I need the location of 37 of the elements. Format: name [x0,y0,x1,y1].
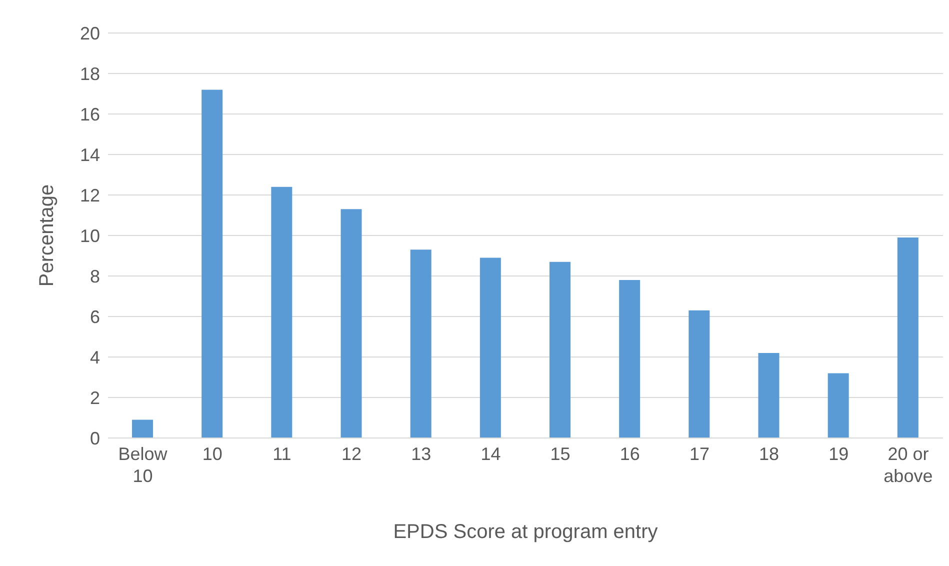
x-tick-label: 13 [411,444,432,464]
bar [202,90,223,438]
x-axis-title: EPDS Score at program entry [393,521,658,543]
x-tick-label: 14 [480,444,501,464]
y-tick-label: 0 [90,428,100,448]
bar [410,250,432,438]
x-tick-label: 15 [550,444,570,464]
bar [758,352,780,438]
y-tick-label: 14 [80,144,100,165]
y-tick-label: 4 [90,347,100,368]
x-tick-label: Below 10 [118,444,168,486]
x-tick-label: 10 [202,444,222,464]
y-tick-label: 12 [80,185,100,206]
bar [619,280,640,438]
bar [480,258,501,438]
bar [340,209,362,438]
y-tick-label: 18 [80,64,100,84]
y-tick-label: 6 [90,306,100,327]
y-tick-label: 20 [80,23,100,44]
x-tick-label: 18 [759,444,780,464]
bar [688,310,710,438]
bar [550,262,570,438]
y-tick-label: 10 [80,226,100,246]
y-axis-title: Percentage [36,184,58,287]
x-tick-label: 11 [272,444,292,464]
bar [897,238,918,438]
x-tick-label: 20 or above [884,444,933,486]
y-tick-label: 2 [90,388,100,408]
x-tick-label: 19 [828,444,849,464]
bar [271,186,292,438]
y-tick-label: 16 [80,104,100,124]
x-tick-label: 17 [689,444,710,464]
y-tick-label: 8 [90,266,100,286]
bar [132,420,153,438]
x-tick-label: 16 [620,444,640,464]
bar [828,373,849,438]
x-tick-label: 12 [342,444,362,464]
